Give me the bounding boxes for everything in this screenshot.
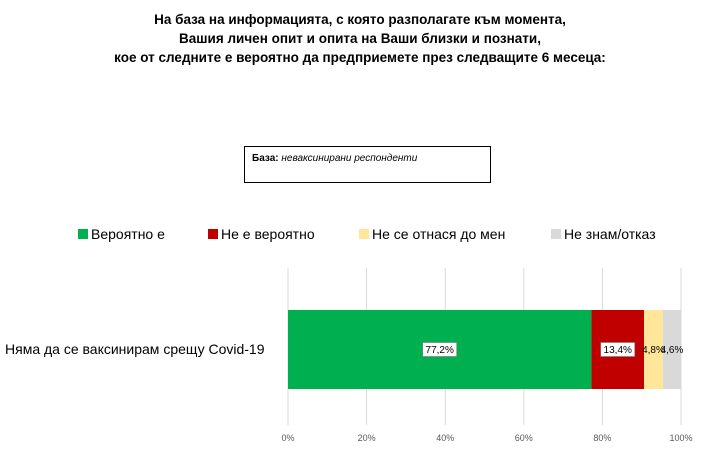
x-tick-label: 100% <box>669 433 692 443</box>
base-label: База: <box>252 153 279 164</box>
data-label-box <box>600 342 636 357</box>
x-tick-label: 40% <box>436 433 454 443</box>
bar-segment <box>644 310 663 389</box>
base-note-box: База: неваксинирани респонденти <box>244 146 491 183</box>
x-tick-label: 60% <box>515 433 533 443</box>
legend-swatch-not-likely <box>208 229 218 239</box>
legend-label-dont-know: Не знам/отказ <box>564 226 656 242</box>
title-line-2: Вашия личен опит и опита на Ваши близки … <box>179 31 541 46</box>
legend-label-likely: Вероятно е <box>91 226 165 242</box>
legend-swatch-likely <box>78 229 88 239</box>
x-tick-label: 0% <box>281 433 294 443</box>
legend-label-not-likely: Не е вероятно <box>221 226 315 242</box>
data-label: 4,8% <box>642 345 665 356</box>
title-line-3: кое от следните е вероятно да предприеме… <box>114 50 606 65</box>
base-value: неваксинирани респонденти <box>281 153 418 164</box>
legend-swatch-not-applicable <box>359 229 369 239</box>
category-label: Няма да се ваксинирам срещу Covid-19 <box>5 341 265 357</box>
title-line-1: На база на информацията, с която разпола… <box>154 12 566 27</box>
data-label: 13,4% <box>604 345 632 356</box>
bar-segment <box>662 310 681 389</box>
chart-title: На база на информацията, с която разпола… <box>0 10 720 67</box>
data-label: 4,6% <box>661 345 684 356</box>
x-tick-label: 80% <box>593 433 611 443</box>
legend-label-not-applicable: Не се отнася до мен <box>372 226 506 242</box>
data-label: 77,2% <box>426 345 454 356</box>
x-tick-label: 20% <box>358 433 376 443</box>
legend-swatch-dont-know <box>551 229 561 239</box>
data-label-box <box>422 342 458 357</box>
